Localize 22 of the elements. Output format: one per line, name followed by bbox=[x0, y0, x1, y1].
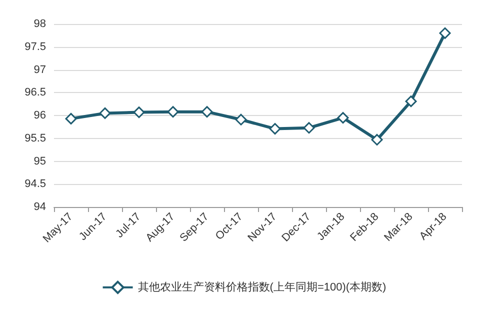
y-tick-label: 95.5 bbox=[24, 132, 46, 144]
point bbox=[235, 114, 247, 126]
point bbox=[405, 96, 417, 108]
point bbox=[99, 107, 111, 119]
y-tick-label: 94 bbox=[34, 201, 46, 213]
point bbox=[303, 122, 315, 134]
point bbox=[133, 106, 145, 118]
y-tick-label: 97 bbox=[34, 64, 46, 76]
y-tick-label: 96.5 bbox=[24, 86, 46, 99]
point bbox=[167, 106, 179, 118]
point bbox=[439, 27, 451, 39]
y-tick-label: 96 bbox=[34, 110, 46, 122]
legend-label: 其他农业生产资料价格指数(上年同期=100)(本期数) bbox=[138, 280, 386, 294]
point bbox=[371, 134, 383, 146]
y-tick-label: 97.5 bbox=[24, 40, 46, 53]
y-tick-label: 98 bbox=[34, 18, 46, 30]
y-tick-label: 94.5 bbox=[24, 178, 46, 190]
point bbox=[337, 112, 349, 124]
point bbox=[65, 112, 77, 124]
y-tick-label: 95 bbox=[34, 155, 46, 168]
point bbox=[269, 123, 281, 135]
point bbox=[201, 106, 213, 118]
